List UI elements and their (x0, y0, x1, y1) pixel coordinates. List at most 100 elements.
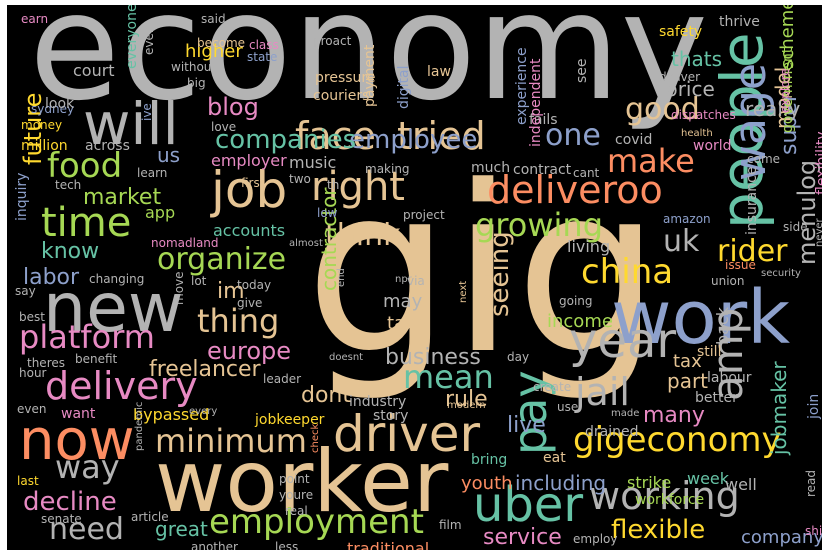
cloud-word: price (665, 77, 715, 101)
cloud-word: today (237, 278, 272, 292)
cloud-word: uk (663, 224, 700, 259)
cloud-word: payment (362, 44, 378, 107)
cloud-word: us (157, 143, 181, 167)
cloud-word: even (17, 402, 47, 416)
cloud-word: think (325, 218, 401, 253)
cloud-word: employment (209, 502, 424, 542)
cloud-word: may (383, 291, 423, 312)
cloud-word: digital (396, 65, 412, 109)
cloud-word: everyone (124, 5, 140, 69)
cloud-word: still (697, 344, 722, 360)
cloud-word: security (761, 268, 801, 279)
cloud-word: time (41, 200, 132, 246)
cloud-word: without (171, 60, 217, 74)
cloud-word: need (49, 512, 124, 547)
cloud-word: love (211, 120, 237, 134)
cloud-word: deliveroo (487, 168, 663, 212)
cloud-word: platform (19, 318, 155, 356)
cloud-word: workforce (635, 492, 705, 508)
cloud-word: safety (659, 24, 703, 40)
cloud-word: including (515, 471, 607, 495)
cloud-word: year (569, 313, 677, 369)
cloud-word: week (687, 469, 730, 488)
cloud-word: thrive (719, 14, 760, 30)
cloud-word: jobmaker (767, 361, 791, 455)
cloud-word: join (806, 393, 822, 419)
cloud-word: part (667, 369, 709, 393)
cloud-word: couriers (313, 88, 370, 104)
cloud-word: money (21, 118, 63, 132)
cloud-word: make (607, 142, 695, 180)
cloud-word: rider (717, 234, 788, 269)
cloud-word: next (458, 280, 469, 303)
cloud-word: tech (55, 178, 82, 192)
cloud-word: look (45, 96, 75, 112)
cloud-word: great (155, 517, 208, 541)
cloud-word: working (589, 474, 740, 518)
cloud-word: want (61, 406, 96, 422)
cloud-word: move (172, 271, 186, 305)
cloud-word: food (47, 146, 123, 186)
cloud-word: tried (397, 114, 486, 158)
cloud-word: million (21, 138, 68, 154)
cloud-word: independent (528, 58, 544, 148)
cloud-word: less (275, 540, 299, 550)
cloud-word: deliver (659, 70, 701, 84)
cloud-word: leader (263, 372, 302, 386)
cloud-word: issue (725, 258, 756, 272)
cloud-word: real (285, 504, 308, 518)
cloud-word: live (507, 413, 546, 438)
cloud-word: driver (333, 405, 481, 463)
cloud-word: mean (403, 358, 494, 396)
cloud-word: dispatches (671, 108, 736, 122)
cloud-word: modern (447, 400, 486, 411)
cloud-word: law (427, 64, 451, 80)
cloud-word: business (385, 345, 481, 370)
cloud-word: sydney (31, 102, 75, 116)
cloud-word: last (17, 474, 39, 488)
cloud-word: face (295, 114, 376, 158)
cloud-word: ever (142, 28, 156, 55)
cloud-word: day (507, 350, 530, 364)
cloud-word: use (557, 400, 579, 414)
cloud-word: end (336, 268, 347, 287)
cloud-word: amazon (663, 212, 711, 226)
cloud-word: another (191, 540, 238, 550)
cloud-word: new (43, 269, 184, 348)
cloud-word: traditional (347, 539, 430, 551)
cloud-word: well (725, 475, 757, 494)
cloud-word: point (279, 472, 310, 486)
cloud-word: im (217, 279, 245, 304)
cloud-word: explore (778, 68, 792, 113)
cloud-word: gig (305, 138, 661, 405)
word-cloud: economy gig worker people work new now will job w… (7, 5, 822, 550)
cloud-word: making (365, 162, 410, 176)
cloud-word: decline (23, 487, 117, 517)
cloud-word: companies (215, 125, 357, 155)
cloud-word: organize (157, 242, 287, 277)
cloud-word: drained (585, 424, 639, 440)
cloud-word: strike (627, 473, 672, 492)
cloud-word: work (611, 275, 791, 361)
cloud-word: employer (211, 151, 287, 170)
cloud-word: much (471, 160, 511, 176)
cloud-word: doesnt (329, 352, 364, 363)
cloud-word: first (241, 176, 265, 190)
cloud-word: lot (191, 274, 207, 288)
cloud-word: pandemic (134, 401, 145, 451)
cloud-word: story (373, 408, 409, 424)
cloud-word: article (131, 510, 169, 524)
cloud-word: job (211, 161, 288, 219)
cloud-word: market (83, 185, 162, 210)
cloud-word: employee (349, 125, 478, 155)
cloud-word: npr (395, 274, 412, 285)
cloud-word: service (483, 525, 562, 550)
cloud-word: two (289, 172, 311, 186)
cloud-word: court (73, 61, 115, 80)
cloud-word: state (247, 50, 278, 64)
cloud-word: earn (21, 12, 49, 26)
cloud-word: now (19, 408, 135, 473)
cloud-word: tax (673, 351, 702, 372)
cloud-word: growing (475, 206, 603, 244)
cloud-word: company (741, 527, 822, 548)
